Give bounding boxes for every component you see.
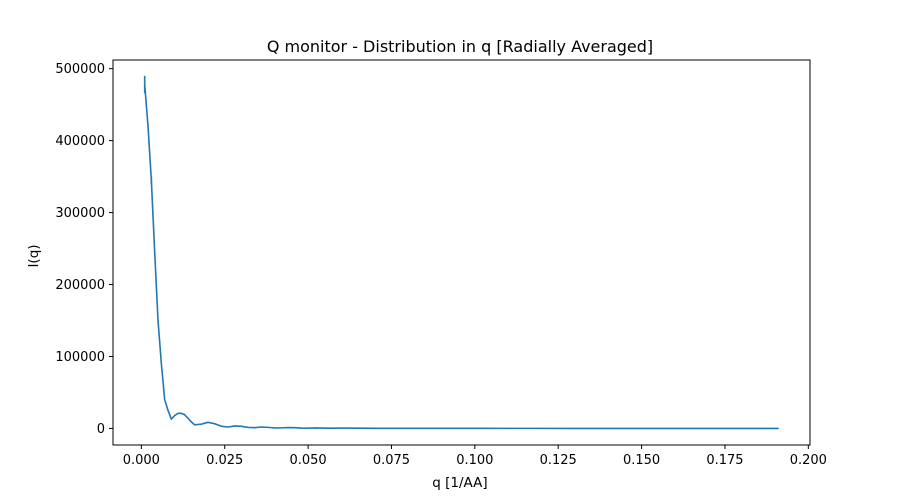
y-tick-label: 200000: [55, 278, 105, 293]
x-tick-label: 0.200: [790, 453, 827, 468]
x-tick-label: 0.025: [206, 453, 243, 468]
data-point: [474, 427, 476, 429]
x-axis-label: q [1/AA]: [432, 475, 487, 491]
x-tick-label: 0.175: [706, 453, 743, 468]
data-point: [334, 427, 336, 429]
data-point: [300, 427, 303, 429]
data-point: [234, 425, 236, 427]
chart-title: Q monitor - Distribution in q [Radially …: [267, 37, 653, 56]
data-point: [174, 414, 176, 417]
series-line: [143, 84, 779, 430]
y-axis-label: I(q): [26, 244, 42, 267]
y-tick-label: 100000: [55, 350, 105, 365]
data-point: [207, 421, 209, 423]
data-point: [574, 427, 576, 429]
x-tick-label: 0.050: [289, 453, 326, 468]
plot-frame: [112, 59, 811, 446]
data-point: [540, 427, 543, 429]
data-point: [390, 427, 393, 429]
data-point: [160, 363, 162, 365]
data-point: [187, 417, 189, 419]
data-point: [314, 427, 316, 429]
data-point: [424, 427, 426, 429]
data-point: [184, 414, 186, 416]
data-point: [327, 427, 329, 429]
x-tick-label: 0.000: [123, 453, 160, 468]
data-point: [147, 125, 149, 127]
data-point: [240, 425, 242, 427]
data-point: [157, 319, 159, 322]
data-point: [190, 421, 192, 423]
data-point: [741, 427, 743, 430]
x-axis: 0.000 0.025 0.050 0.075 0.100 0.125 0.150 0.175…: [123, 445, 827, 468]
data-point: [280, 427, 283, 429]
data-point: [357, 427, 359, 429]
data-point: [307, 427, 309, 429]
data-point: [164, 399, 166, 401]
data-point: [247, 426, 249, 428]
data-point: [440, 427, 443, 429]
data-point: [177, 412, 179, 414]
data-point: [320, 427, 323, 429]
data-point: [200, 423, 202, 425]
data-point: [457, 427, 459, 429]
data-point: [294, 427, 296, 429]
data-point: [180, 412, 182, 414]
data-point: [227, 426, 229, 428]
plot-area: [143, 75, 779, 430]
y-tick-label: 500000: [55, 62, 105, 77]
data-point: [194, 424, 196, 426]
y-tick-label: 0: [97, 422, 105, 437]
data-point: [374, 427, 376, 429]
data-point: [287, 426, 289, 429]
data-point: [220, 425, 222, 427]
x-tick-label: 0.125: [540, 453, 577, 468]
data-point: [260, 426, 263, 428]
data-point: [407, 427, 409, 429]
data-point: [340, 427, 343, 429]
data-point: [707, 427, 709, 430]
x-tick-label: 0.150: [623, 453, 660, 468]
data-point: [777, 427, 779, 430]
y-tick-label: 300000: [55, 206, 105, 221]
data-point: [170, 418, 172, 420]
data-point: [607, 427, 609, 429]
data-point: [674, 427, 676, 430]
data-point: [507, 427, 509, 429]
data-point: [254, 427, 256, 429]
data-point: [167, 409, 169, 412]
x-tick-label: 0.100: [456, 453, 493, 468]
y-tick-label: 400000: [55, 134, 105, 149]
data-point: [267, 426, 269, 428]
x-tick-label: 0.075: [373, 453, 410, 468]
y-axis: 0 100000 200000 300000 400000 500000: [55, 62, 113, 437]
data-point: [640, 427, 643, 430]
data-point: [214, 423, 216, 425]
data-point: [274, 427, 276, 429]
data-point: [154, 251, 156, 253]
